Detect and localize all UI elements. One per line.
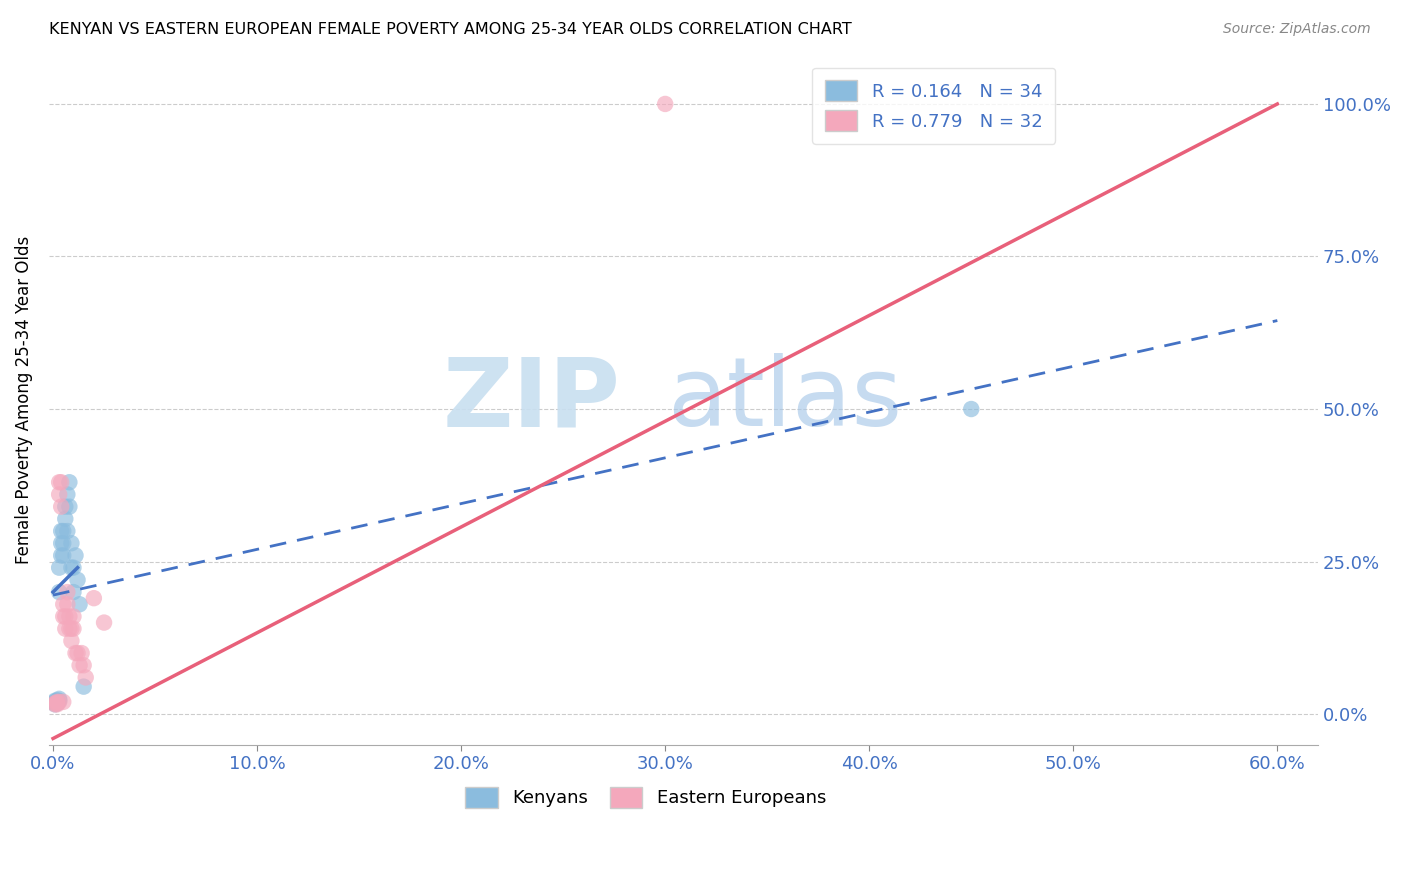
- Point: [44, 695, 66, 709]
- Text: atlas: atlas: [668, 353, 903, 446]
- Point: [44, 696, 66, 710]
- Point: [52, 524, 75, 538]
- Point: [654, 97, 676, 112]
- Point: [60, 560, 83, 574]
- Point: [48, 560, 70, 574]
- Point: [51, 524, 73, 538]
- Point: [46, 694, 69, 708]
- Point: [44, 696, 66, 710]
- Point: [60, 536, 83, 550]
- Point: [51, 475, 73, 490]
- Point: [46, 695, 69, 709]
- Point: [53, 500, 76, 514]
- Point: [83, 591, 105, 606]
- Point: [44, 698, 66, 712]
- Text: ZIP: ZIP: [443, 353, 620, 446]
- Legend: Kenyans, Eastern Europeans: Kenyans, Eastern Europeans: [458, 780, 834, 815]
- Point: [51, 500, 73, 514]
- Point: [73, 680, 96, 694]
- Point: [46, 695, 69, 709]
- Point: [70, 646, 93, 660]
- Point: [48, 475, 70, 490]
- Point: [69, 658, 91, 673]
- Point: [44, 694, 66, 708]
- Text: KENYAN VS EASTERN EUROPEAN FEMALE POVERTY AMONG 25-34 YEAR OLDS CORRELATION CHAR: KENYAN VS EASTERN EUROPEAN FEMALE POVERT…: [49, 22, 852, 37]
- Point: [52, 549, 75, 563]
- Point: [56, 585, 79, 599]
- Point: [62, 585, 84, 599]
- Point: [51, 549, 73, 563]
- Y-axis label: Female Poverty Among 25-34 Year Olds: Female Poverty Among 25-34 Year Olds: [15, 235, 32, 564]
- Point: [66, 646, 89, 660]
- Text: Source: ZipAtlas.com: Source: ZipAtlas.com: [1223, 22, 1371, 37]
- Point: [56, 597, 79, 611]
- Point: [46, 696, 69, 710]
- Point: [960, 402, 983, 417]
- Point: [65, 549, 87, 563]
- Point: [53, 512, 76, 526]
- Point: [69, 597, 91, 611]
- Point: [62, 560, 84, 574]
- Point: [51, 536, 73, 550]
- Point: [46, 696, 69, 710]
- Point: [53, 622, 76, 636]
- Point: [62, 622, 84, 636]
- Point: [48, 695, 70, 709]
- Point: [65, 646, 87, 660]
- Point: [73, 658, 96, 673]
- Point: [75, 671, 97, 685]
- Point: [58, 475, 80, 490]
- Point: [46, 694, 69, 708]
- Point: [48, 487, 70, 501]
- Point: [62, 609, 84, 624]
- Point: [52, 536, 75, 550]
- Point: [52, 609, 75, 624]
- Point: [58, 609, 80, 624]
- Point: [56, 487, 79, 501]
- Point: [46, 698, 69, 712]
- Point: [53, 609, 76, 624]
- Point: [48, 694, 70, 708]
- Point: [56, 524, 79, 538]
- Point: [60, 622, 83, 636]
- Point: [52, 695, 75, 709]
- Point: [93, 615, 115, 630]
- Point: [52, 597, 75, 611]
- Point: [48, 585, 70, 599]
- Point: [58, 622, 80, 636]
- Point: [58, 500, 80, 514]
- Point: [66, 573, 89, 587]
- Point: [48, 691, 70, 706]
- Point: [46, 695, 69, 709]
- Point: [60, 633, 83, 648]
- Point: [44, 698, 66, 712]
